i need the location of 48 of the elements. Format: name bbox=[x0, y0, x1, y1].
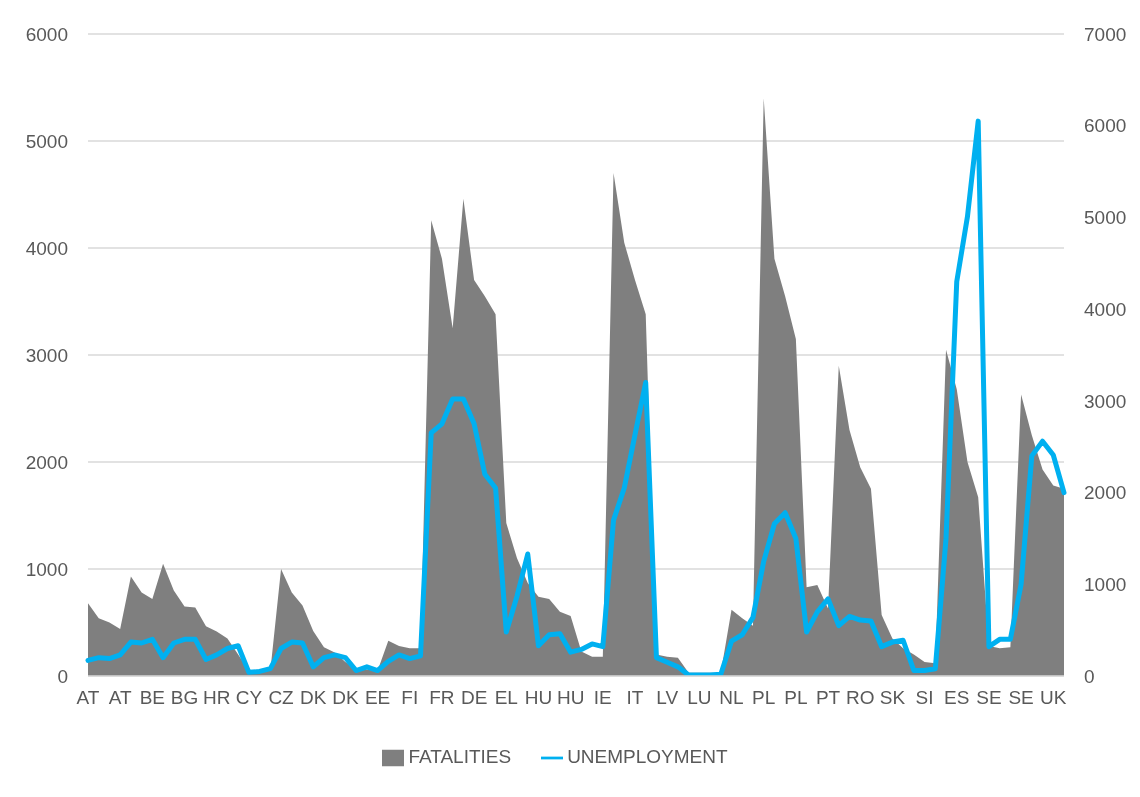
y2-tick-label: 7000 bbox=[1084, 23, 1127, 45]
x-tick-label: SE bbox=[976, 686, 1002, 708]
legend-label: FATALITIES bbox=[408, 746, 512, 768]
y2-tick-label: 3000 bbox=[1084, 390, 1127, 412]
x-tick-label: UK bbox=[1040, 686, 1067, 708]
y2-tick-label: 4000 bbox=[1084, 298, 1127, 320]
y-tick-label: 6000 bbox=[25, 23, 68, 45]
y-tick-label: 3000 bbox=[25, 344, 68, 366]
x-tick-label: PT bbox=[815, 686, 841, 708]
x-tick-label: DK bbox=[300, 686, 327, 708]
y2-tick-label: 0 bbox=[1084, 665, 1095, 687]
x-tick-label: FR bbox=[429, 686, 455, 708]
legend-label: UNEMPLOYMENT bbox=[567, 746, 728, 768]
x-tick-label: LU bbox=[687, 686, 712, 708]
x-tick-label: LV bbox=[656, 686, 679, 708]
x-tick-label: SI bbox=[915, 686, 934, 708]
x-tick-label: BG bbox=[170, 686, 199, 708]
y-tick-label: 0 bbox=[57, 665, 68, 687]
x-tick-label: PL bbox=[752, 686, 776, 708]
y-tick-label: 5000 bbox=[25, 130, 68, 152]
x-tick-label: CY bbox=[235, 686, 263, 708]
y2-tick-label: 2000 bbox=[1084, 482, 1127, 504]
x-tick-label: IT bbox=[626, 686, 644, 708]
x-tick-label: HU bbox=[556, 686, 585, 708]
x-tick-label: FI bbox=[401, 686, 419, 708]
x-tick-label: ES bbox=[944, 686, 970, 708]
x-tick-label: SE bbox=[1008, 686, 1034, 708]
y-tick-label: 2000 bbox=[25, 451, 68, 473]
y2-tick-label: 5000 bbox=[1084, 207, 1127, 229]
x-tick-label: BE bbox=[139, 686, 166, 708]
y-tick-label: 4000 bbox=[25, 237, 68, 259]
x-tick-label: RO bbox=[845, 686, 875, 708]
x-tick-label: EL bbox=[494, 686, 518, 708]
x-tick-label: PL bbox=[784, 686, 808, 708]
x-tick-label: DK bbox=[332, 686, 359, 708]
x-tick-label: DE bbox=[460, 686, 488, 708]
y-tick-label: 1000 bbox=[25, 558, 68, 580]
x-tick-label: AT bbox=[76, 686, 100, 708]
x-tick-label: HU bbox=[524, 686, 553, 708]
x-tick-label: NL bbox=[719, 686, 744, 708]
y2-tick-label: 1000 bbox=[1084, 574, 1127, 596]
x-tick-label: AT bbox=[108, 686, 132, 708]
y2-tick-label: 6000 bbox=[1084, 115, 1127, 137]
x-tick-label: HR bbox=[202, 686, 231, 708]
x-tick-label: IE bbox=[593, 686, 612, 708]
x-tick-label: EE bbox=[364, 686, 391, 708]
x-tick-label: SK bbox=[879, 686, 906, 708]
x-tick-label: CZ bbox=[268, 686, 295, 708]
